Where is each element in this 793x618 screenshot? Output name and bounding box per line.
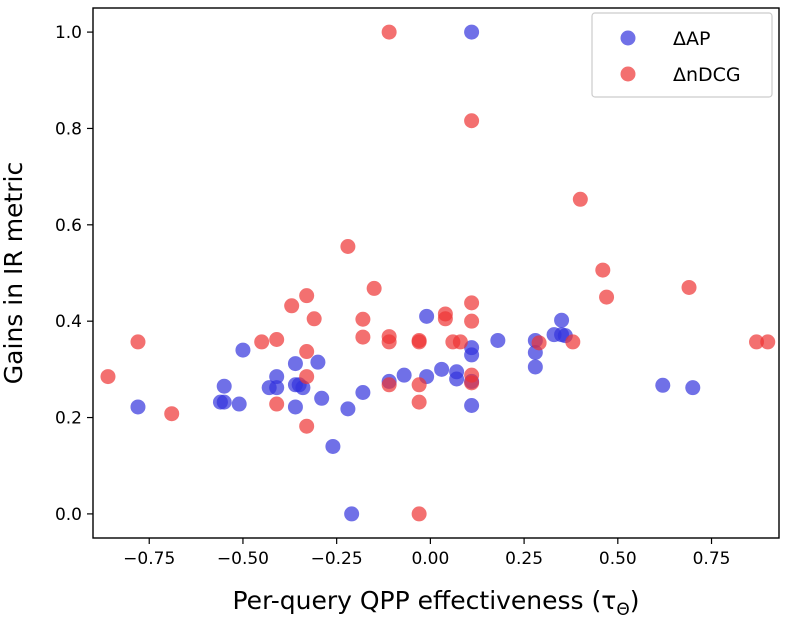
delta-ndcg-point <box>299 344 315 360</box>
delta-ndcg-point <box>595 262 611 278</box>
delta-ap-point <box>287 356 303 372</box>
delta-ap-point <box>355 384 371 400</box>
delta-ap-point <box>554 312 570 328</box>
delta-ap-point <box>287 399 303 415</box>
delta-ap-point <box>269 369 285 385</box>
delta-ap-point <box>655 377 671 393</box>
legend-box <box>591 12 773 98</box>
y-tick-label: 0.8 <box>55 119 82 139</box>
delta-ap-point <box>527 359 543 375</box>
x-tick-label: −0.25 <box>311 549 363 569</box>
y-tick-label: 0.2 <box>55 409 82 429</box>
delta-ndcg-point <box>572 191 588 207</box>
delta-ndcg-point <box>100 369 116 385</box>
y-tick-label: 0.6 <box>55 216 82 236</box>
delta-ap-point <box>216 378 232 394</box>
delta-ndcg-point <box>306 311 322 327</box>
delta-ndcg-point <box>254 334 270 350</box>
delta-ndcg-point <box>299 418 315 434</box>
y-tick-label: 0.4 <box>55 312 82 332</box>
delta-ndcg-point <box>299 369 315 385</box>
delta-ndcg-point <box>411 377 427 393</box>
delta-ndcg-point <box>355 311 371 327</box>
delta-ap-point <box>216 394 232 410</box>
delta-ap-point <box>325 438 341 454</box>
delta-ap-point <box>231 396 247 412</box>
delta-ndcg-point <box>464 375 480 391</box>
x-tick-label: 0.00 <box>411 549 449 569</box>
delta-ndcg-point <box>599 289 615 305</box>
delta-ndcg-point <box>355 329 371 345</box>
y-tick-label: 1.0 <box>55 23 82 43</box>
delta-ap-point <box>434 361 450 377</box>
delta-ap-point <box>685 380 701 396</box>
legend-label-delta-ndcg: ΔnDCG <box>673 64 741 86</box>
plot-frame <box>92 7 780 539</box>
x-tick-label: −0.75 <box>123 549 175 569</box>
delta-ap-point <box>340 401 356 417</box>
x-tick-label: 0.25 <box>505 549 543 569</box>
delta-ap-point <box>464 398 480 413</box>
delta-ndcg-point <box>299 288 315 304</box>
x-axis-ticks: −0.75 −0.50 −0.25 0.00 0.25 0.50 0.75 <box>123 538 730 569</box>
legend-label-delta-ap: ΔAP <box>673 28 710 50</box>
x-tick-label: 0.75 <box>693 549 731 569</box>
delta-ndcg-point <box>437 306 453 322</box>
delta-ap-point <box>314 390 330 406</box>
delta-ndcg-point <box>381 377 397 393</box>
delta-ap-point <box>449 371 465 387</box>
delta-ap-point <box>396 367 412 383</box>
delta-ndcg-point <box>269 331 285 347</box>
x-tick-label: −0.50 <box>217 549 269 569</box>
delta-ap-point <box>419 308 435 324</box>
delta-ap-point <box>490 332 506 348</box>
delta-ndcg-point <box>749 334 765 350</box>
delta-ndcg-point <box>381 24 397 40</box>
delta-ndcg-point <box>565 334 581 350</box>
delta-ndcg-point <box>464 313 480 329</box>
delta-ap-point <box>235 342 251 358</box>
legend-marker-delta-ap <box>620 30 636 46</box>
y-axis-ticks: 0.0 0.2 0.4 0.6 0.8 1.0 <box>55 23 93 525</box>
delta-ndcg-point <box>284 298 300 314</box>
delta-ndcg-point <box>464 295 480 311</box>
delta-ndcg-point <box>411 332 427 348</box>
delta-ndcg-point <box>340 239 356 254</box>
y-axis-label: Gains in IR metric <box>0 162 28 384</box>
data-points <box>100 24 776 522</box>
legend-marker-delta-ndcg <box>620 66 636 82</box>
legend: ΔAP ΔnDCG <box>591 12 773 98</box>
delta-ap-point <box>464 24 480 40</box>
delta-ndcg-point <box>269 396 285 412</box>
delta-ndcg-point <box>411 394 427 410</box>
delta-ndcg-point <box>130 334 146 350</box>
delta-ndcg-point <box>681 279 697 295</box>
x-axis-label: Per-query QPP effectiveness (τΘ) <box>233 586 640 618</box>
delta-ndcg-point <box>464 113 480 129</box>
delta-ndcg-point <box>164 406 180 422</box>
delta-ap-point <box>130 399 146 415</box>
x-tick-label: 0.50 <box>599 549 637 569</box>
delta-ndcg-point <box>366 280 382 296</box>
delta-ndcg-point <box>411 506 427 522</box>
delta-ndcg-point <box>531 335 547 351</box>
delta-ndcg-point <box>760 334 776 350</box>
delta-ap-point <box>344 506 360 522</box>
y-tick-label: 0.0 <box>55 505 82 525</box>
x-axis-label-subscript: Θ <box>616 600 629 618</box>
delta-ap-point <box>464 347 480 363</box>
delta-ap-point <box>310 354 326 370</box>
delta-ap-point <box>269 380 285 396</box>
delta-ndcg-point <box>381 334 397 350</box>
delta-ndcg-point <box>452 334 468 350</box>
